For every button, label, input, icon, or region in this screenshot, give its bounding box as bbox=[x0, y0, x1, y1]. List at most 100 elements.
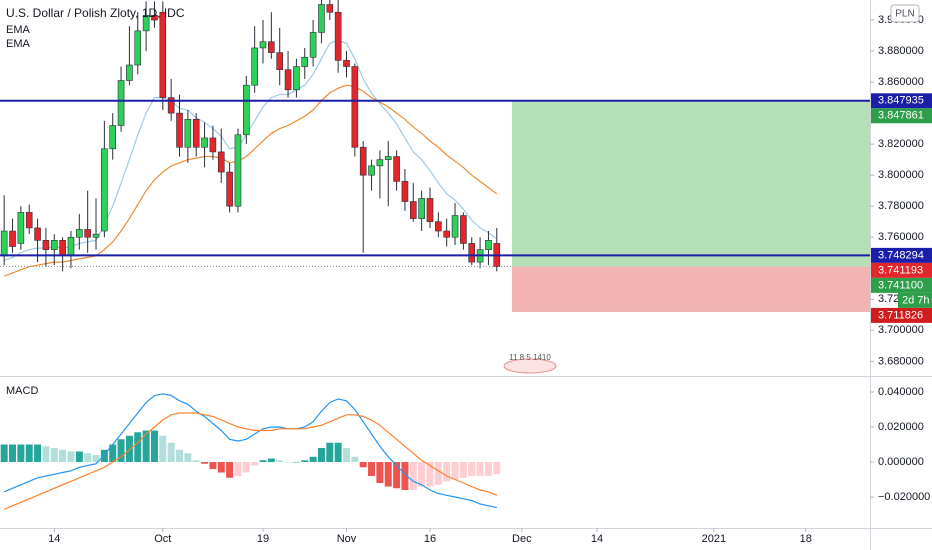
watermark-logo bbox=[503, 358, 557, 374]
histogram-bar bbox=[25, 444, 33, 463]
legend-entry: EMA bbox=[6, 38, 31, 50]
histogram-bar bbox=[234, 462, 242, 477]
histogram-bar bbox=[292, 462, 300, 463]
candle-body bbox=[42, 240, 50, 250]
candle-body bbox=[50, 240, 58, 250]
currency-box[interactable] bbox=[890, 4, 920, 23]
candle-body bbox=[309, 32, 317, 58]
histogram-bar bbox=[418, 462, 426, 487]
candle-body bbox=[176, 112, 183, 148]
price-pane bbox=[0, 0, 870, 312]
histogram-bar bbox=[476, 462, 484, 477]
loss-zone bbox=[512, 266, 870, 312]
price-label-bg bbox=[871, 262, 932, 278]
histogram-bar bbox=[217, 462, 225, 473]
axes: 3.9000003.8800003.8600003.8400003.820000… bbox=[48, 14, 932, 545]
candle-body bbox=[0, 230, 8, 257]
candle-body bbox=[9, 230, 16, 247]
macd-line bbox=[3, 412, 498, 510]
candle-body bbox=[401, 181, 409, 202]
histogram-bar bbox=[443, 462, 451, 482]
macd-pane bbox=[0, 393, 501, 510]
candle-body bbox=[268, 41, 275, 53]
histogram-bar bbox=[192, 460, 200, 463]
countdown-bg bbox=[898, 292, 932, 308]
histogram-bar bbox=[134, 432, 142, 463]
y-tick-label: 3.780000 bbox=[878, 200, 924, 212]
candle-body bbox=[243, 84, 250, 136]
candle-body bbox=[409, 201, 417, 219]
histogram-bar bbox=[426, 462, 434, 487]
candle-body bbox=[368, 165, 375, 176]
y-tick-label: 0.000000 bbox=[878, 456, 924, 468]
candle-body bbox=[351, 66, 359, 148]
ema-line bbox=[3, 39, 498, 262]
histogram-bar bbox=[376, 462, 384, 484]
candle-body bbox=[76, 229, 83, 238]
price-label-bg bbox=[871, 277, 932, 293]
histogram-bar bbox=[209, 462, 217, 470]
x-tick-label: 18 bbox=[800, 533, 812, 545]
y-tick-label: 3.700000 bbox=[878, 324, 924, 336]
candle-body bbox=[234, 134, 242, 207]
histogram-bar bbox=[226, 462, 234, 478]
histogram-bar bbox=[259, 460, 267, 463]
candle-body bbox=[393, 156, 400, 182]
candle-body bbox=[293, 66, 300, 91]
histogram-bar bbox=[342, 448, 350, 463]
candle-body bbox=[192, 119, 200, 148]
candle-body bbox=[59, 240, 66, 257]
price-label-bg bbox=[871, 307, 932, 323]
candle-body bbox=[142, 15, 150, 32]
candle-body bbox=[343, 60, 350, 67]
currency[interactable]: PLN bbox=[895, 9, 914, 20]
histogram-bar bbox=[484, 462, 492, 477]
histogram-bar bbox=[34, 444, 42, 463]
histogram-bar bbox=[42, 446, 50, 463]
y-tick-label: 0.020000 bbox=[878, 421, 924, 433]
histogram-bar bbox=[109, 444, 117, 463]
x-tick-label: 14 bbox=[48, 533, 60, 545]
candle-body bbox=[451, 215, 459, 238]
histogram-bar bbox=[150, 430, 158, 463]
candle-body bbox=[67, 236, 75, 257]
symbol-title: U.S. Dollar / Polish Zloty, 1D, IDC bbox=[6, 6, 185, 20]
histogram-bar bbox=[359, 462, 367, 468]
histogram-bar bbox=[167, 442, 175, 463]
histogram-bar bbox=[326, 442, 334, 463]
histogram-bar bbox=[309, 456, 317, 463]
price-label-bg bbox=[871, 108, 932, 124]
countdown: 2d 7h bbox=[902, 294, 930, 306]
legend-entry: EMA bbox=[6, 24, 31, 36]
candle-body bbox=[117, 80, 125, 126]
histogram-bar bbox=[117, 439, 125, 463]
candle-body bbox=[251, 47, 258, 86]
candle-body bbox=[318, 4, 325, 33]
candle-body bbox=[217, 151, 225, 173]
candle-body bbox=[151, 15, 158, 21]
candle-body bbox=[201, 137, 208, 148]
price-label: 3.741100 bbox=[878, 279, 923, 291]
candle-body bbox=[418, 198, 425, 219]
candle-body bbox=[92, 233, 100, 238]
candle-body bbox=[376, 159, 384, 167]
x-tick-label: 2021 bbox=[702, 533, 726, 545]
watermark: 11 8 5 1410 bbox=[509, 353, 551, 362]
x-tick-label: Nov bbox=[337, 533, 357, 545]
candle-body bbox=[284, 69, 292, 91]
histogram-bar bbox=[384, 462, 392, 487]
histogram-bar bbox=[176, 449, 184, 463]
candle-body bbox=[468, 243, 476, 263]
candle-body bbox=[34, 227, 41, 241]
histogram-bar bbox=[251, 462, 259, 466]
price-label-bg bbox=[871, 93, 932, 109]
candle-body bbox=[334, 11, 342, 61]
histogram-bar bbox=[401, 462, 409, 491]
candle-body bbox=[209, 137, 217, 153]
price-label-bg bbox=[871, 247, 932, 263]
y-tick-label: 0.040000 bbox=[878, 386, 924, 398]
candle-body bbox=[435, 221, 442, 232]
histogram-bar bbox=[267, 458, 275, 463]
histogram-bar bbox=[334, 442, 342, 463]
